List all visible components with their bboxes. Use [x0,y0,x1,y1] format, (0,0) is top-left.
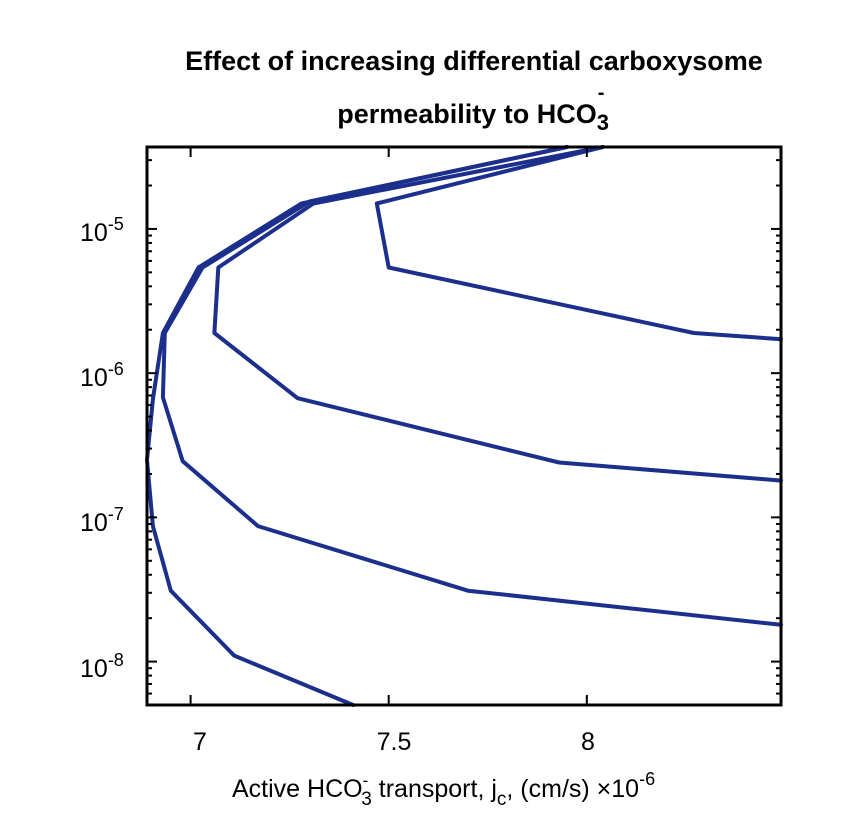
y-tick-exponent: -6 [108,359,124,379]
x-axis-multiplier: ×10 [597,775,639,803]
x-tick-label: 7.5 [377,728,412,756]
series-line-4 [374,145,783,342]
series-layer [145,145,783,707]
y-tick-base: 10 [80,219,108,247]
x-axis-label: Active HCO-3 transport, jc, (cm/s) ×10-6 [232,769,655,810]
x-axis-label-prefix: Active HCO [232,775,363,803]
chart-title-line-2-text: permeability to HCO [337,99,597,129]
x-axis-label-subscript-2: c [497,789,507,810]
y-tick-base: 10 [80,655,108,683]
y-tick-label: 10-7 [80,504,124,537]
series-line-1 [145,145,569,707]
y-tick-exponent: -7 [108,504,124,524]
y-tick-label: 10-5 [80,214,124,247]
y-tick-base: 10 [80,509,108,537]
title-subscript: 3 [596,110,610,135]
series-line-2 [160,145,783,627]
chart-title-line-1: Effect of increasing differential carbox… [185,46,763,76]
plot-frame [145,145,783,707]
x-tick-label: 8 [581,728,595,756]
y-tick-exponent: -5 [108,214,124,234]
x-axis-label-superscript: - [363,771,369,790]
x-axis-label-suffix: , (cm/s) [506,775,596,803]
x-axis-label-subscript: 3 [361,789,372,810]
y-tick-labels: 10-5 10-6 10-7 10-8 [80,214,124,683]
y-tick-label: 10-8 [80,650,124,683]
x-tick-label: 7 [193,728,207,756]
tick-layer [147,147,781,706]
series-line-3 [212,145,783,483]
title-superscript: - [597,82,605,104]
x-tick-labels: 7 7.5 8 [193,728,595,756]
x-axis-multiplier-exponent: -6 [639,769,655,789]
y-tick-label: 10-6 [80,359,124,392]
title-hco3-scripts: -3 [597,82,611,135]
chart-title-line-2: permeability to HCO -3 [0,82,863,135]
y-tick-base: 10 [80,364,108,392]
y-tick-exponent: -8 [108,650,124,670]
x-axis-label-middle: transport, j [372,775,497,803]
